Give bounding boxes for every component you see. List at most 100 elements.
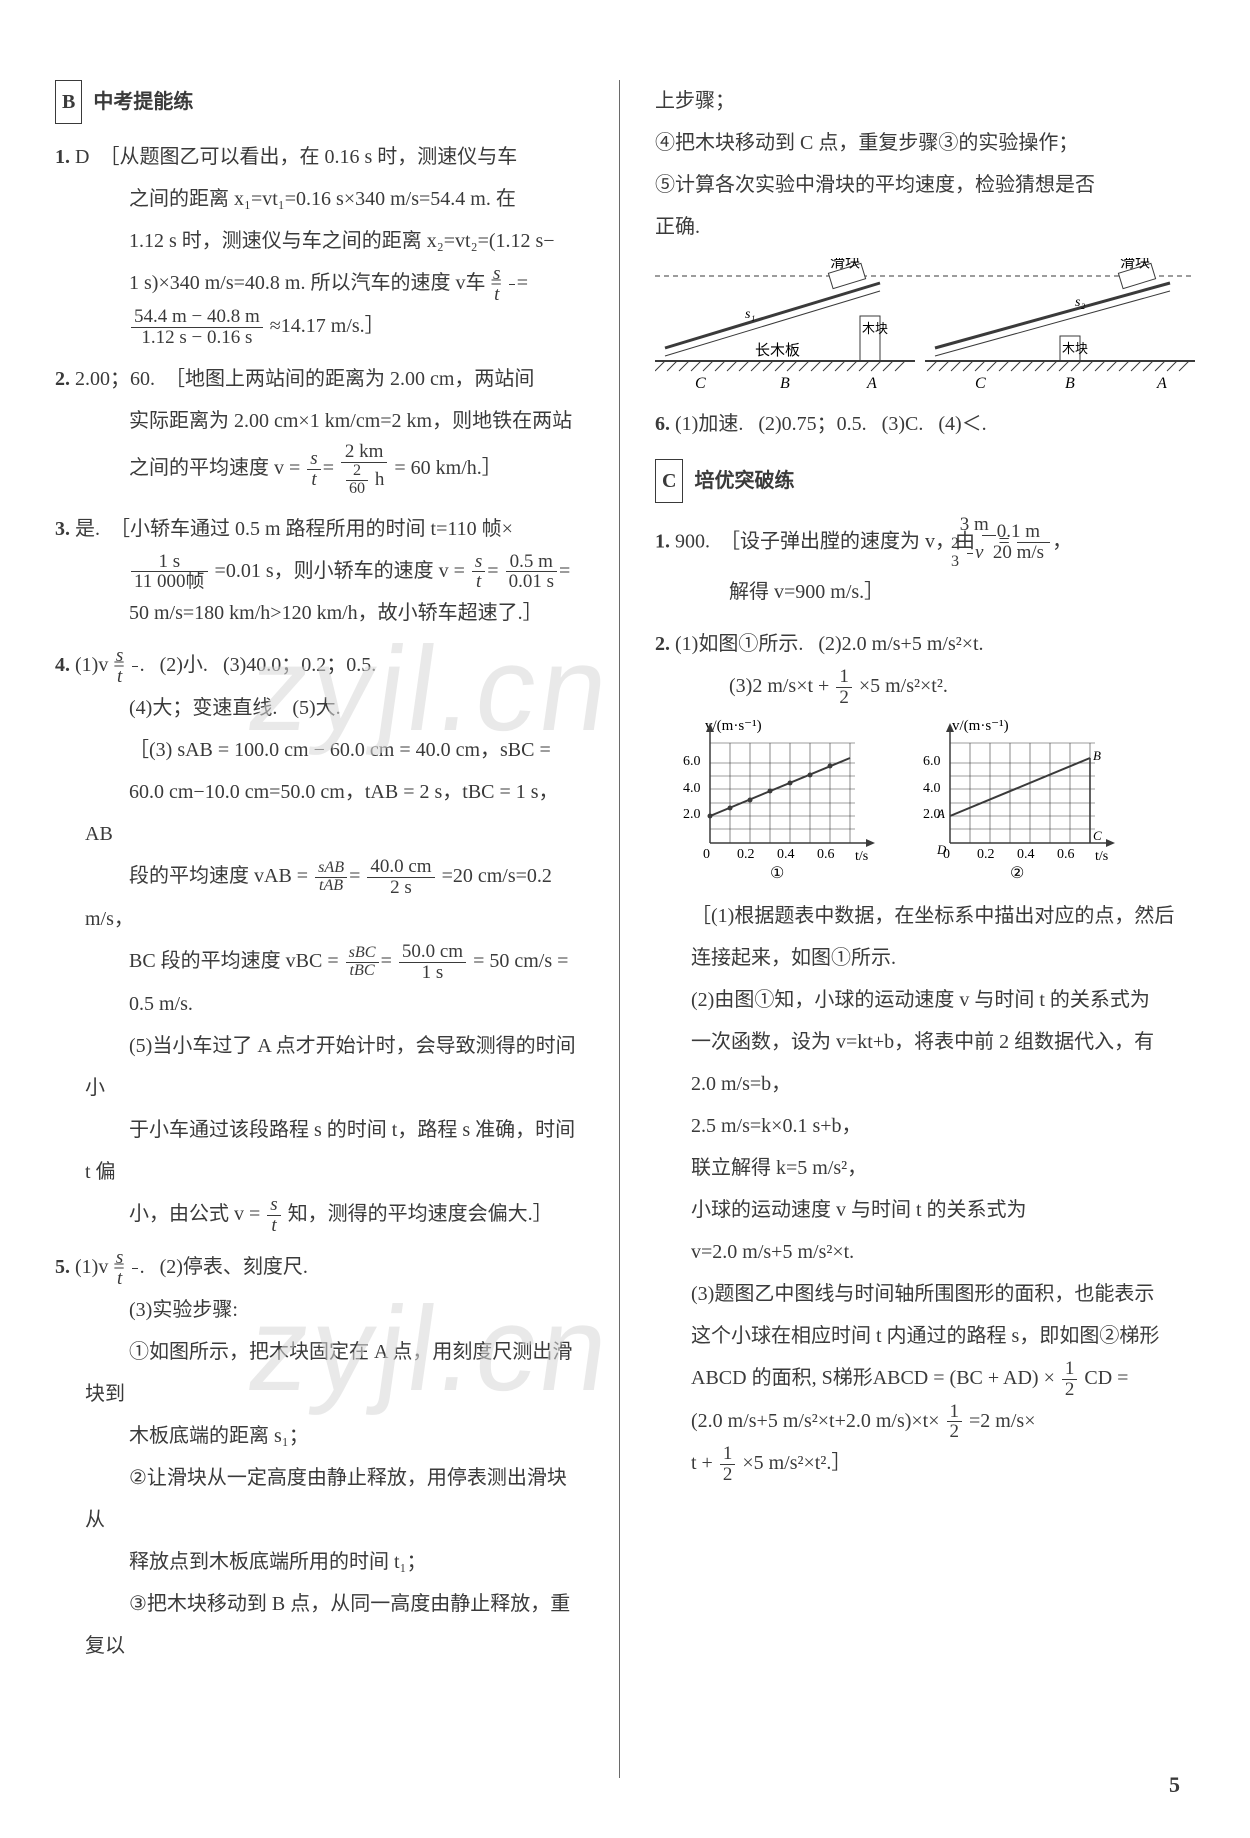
text: 于小车通过该段路程 s 的时间 t，路程 s 准确，时间 t 偏 — [85, 1119, 575, 1183]
denom: 2 — [720, 1465, 736, 1485]
pointC: C — [1093, 828, 1102, 843]
question-6: 6. (1)加速. (2)0.75；0.5. (3)C. (4)＜. — [655, 403, 1195, 445]
xtick: 0.4 — [777, 847, 795, 862]
numer: s — [307, 449, 320, 470]
denom: 20 m/s — [1017, 543, 1050, 563]
denom: 1 s — [399, 963, 466, 983]
numer: 40.0 cm — [367, 857, 434, 878]
c2-explanation: ［(1)根据题表中数据，在坐标系中描出对应的点，然后 连接起来，如图①所示. (… — [655, 895, 1195, 1486]
fraction: s t — [267, 1195, 280, 1236]
text: (4)大；变速直线. — [85, 697, 277, 719]
denom: 2 60 h — [341, 463, 387, 498]
origin: 0 — [943, 847, 950, 862]
question-3: 3. 是. ［小轿车通过 0.5 m 路程所用的时间 t=110 帧× 1 s … — [55, 508, 584, 635]
text: (2)小. — [160, 654, 208, 676]
section-letter-box: C — [655, 459, 683, 503]
denom: t — [132, 667, 138, 687]
fraction: 0.1 m 20 m/s — [1017, 522, 1050, 563]
fraction: 2 60 — [346, 463, 368, 498]
answer: 900. — [675, 531, 710, 553]
ytick: 2.0 — [683, 807, 701, 822]
q-number: 5. — [55, 1256, 70, 1278]
q-number: 2. — [55, 368, 70, 390]
answer: D — [75, 146, 89, 168]
text: 0.5 m/s. — [85, 993, 193, 1015]
section-b-header: B 中考提能练 — [55, 80, 584, 124]
label: A — [1156, 375, 1167, 392]
text: ≈14.17 m/s.］ — [270, 315, 385, 337]
text: 小，由公式 v = — [129, 1203, 260, 1225]
section-title-text: 培优突破练 — [694, 470, 794, 492]
denom: tAB — [315, 878, 347, 895]
pointB: B — [1093, 748, 1101, 763]
ytick: 4.0 — [923, 781, 941, 796]
fraction: 2 3 — [967, 536, 973, 571]
text: (2)由图①知，小球的运动速度 v 与时间 t 的关系式为 — [691, 989, 1150, 1011]
label: s₁ — [745, 307, 755, 322]
denom: 2 s — [367, 878, 434, 898]
text: (2)停表、刻度尺. — [160, 1256, 308, 1278]
text: (5)当小车过了 A 点才开始计时，会导致测得的时间小 — [85, 1035, 576, 1099]
fraction: s t — [509, 264, 515, 305]
numer: 2 — [346, 463, 368, 481]
text: v — [975, 542, 983, 563]
numer: 1 — [720, 1444, 736, 1465]
text: 小，由公式 v = s t 知，测得的平均速度会偏大.］ — [85, 1203, 553, 1225]
text: (3)实验步骤: — [85, 1299, 238, 1321]
text: ⑤计算各次实验中滑块的平均速度，检验猜想是否 — [655, 174, 1095, 196]
label: 木块 — [862, 321, 888, 336]
ytick: 4.0 — [683, 781, 701, 796]
label: C — [975, 375, 986, 392]
denom: t — [472, 572, 485, 592]
text: 2.5 m/s=k×0.1 s+b， — [691, 1115, 862, 1137]
section-c-header: C 培优突破练 — [655, 459, 1195, 503]
denom: 0.01 s — [506, 572, 557, 592]
text: = 60 km/h.］ — [394, 457, 501, 479]
numer: 0.5 m — [506, 552, 557, 573]
two-column-page: B 中考提能练 1. D ［从题图乙可以看出，在 0.16 s 时，测速仪与车 … — [55, 80, 1195, 1778]
label: A — [866, 375, 877, 392]
text: (3)2 m/s×t + 1 2 ×5 m/s²×t². — [685, 675, 948, 697]
xlabel: t/s — [855, 849, 868, 864]
fraction: 54.4 m − 40.8 m 1.12 s − 0.16 s — [131, 307, 263, 348]
q-number: 4. — [55, 654, 70, 676]
fraction: 1 s 11 000帧 — [131, 552, 208, 593]
text: ［从题图乙可以看出，在 0.16 s 时，测速仪与车 — [99, 146, 517, 168]
text: ［(1)根据题表中数据，在坐标系中描出对应的点，然后 — [691, 905, 1174, 927]
numer: 0.1 m — [1017, 522, 1050, 543]
text: (4)＜. — [938, 413, 986, 435]
left-column: B 中考提能练 1. D ［从题图乙可以看出，在 0.16 s 时，测速仪与车 … — [55, 80, 584, 1778]
graph-label: ① — [770, 865, 784, 882]
ylabel: v/(m·s⁻¹) — [952, 718, 1009, 734]
denom: 2 — [836, 688, 852, 708]
text: 上步骤； — [655, 90, 735, 112]
xtick: 0.4 — [1017, 847, 1035, 862]
xtick: 0.2 — [977, 847, 995, 862]
text: 实际距离为 2.00 cm×1 km/cm=2 km，则地铁在两站 — [85, 410, 572, 432]
text: (3)题图乙中图线与时间轴所围图形的面积，也能表示 — [691, 1283, 1154, 1305]
text: ［小轿车通过 0.5 m 路程所用的时间 t=110 帧× — [110, 518, 513, 540]
q-number: 3. — [55, 518, 70, 540]
denom: 11 000帧 — [131, 572, 208, 592]
text: 之间的距离 x₁=vt₁=0.16 s×340 m/s=54.4 m. 在 — [85, 188, 516, 210]
label: B — [1065, 375, 1075, 392]
fraction: 2 km 2 60 h — [341, 442, 387, 498]
fraction: 0.5 m 0.01 s — [506, 552, 557, 593]
label: B — [780, 375, 790, 392]
text: (2)2.0 m/s+5 m/s²×t. — [818, 633, 983, 655]
label: s₂ — [1075, 295, 1085, 310]
label: 滑块 — [830, 258, 860, 271]
text: 1 s 11 000帧 =0.01 s，则小轿车的速度 v = s t = 0.… — [85, 560, 570, 582]
text: 知，测得的平均速度会偏大.］ — [288, 1203, 553, 1225]
text: CD = — [1084, 1367, 1128, 1389]
question-c2: 2. (1)如图①所示. (2)2.0 m/s+5 m/s²×t. (3)2 m… — [655, 623, 1195, 708]
text: ④把木块移动到 C 点，重复步骤③的实验操作； — [655, 132, 1078, 154]
numer: 2 km — [341, 442, 387, 463]
denom: 60 — [346, 481, 368, 498]
text: t + — [691, 1452, 713, 1474]
text: BC 段的平均速度 vBC = — [129, 950, 339, 972]
text: BC 段的平均速度 vBC = sBC tBC = 50.0 cm 1 s = … — [85, 950, 568, 972]
text: h — [370, 468, 384, 489]
fraction: 1 2 — [720, 1444, 736, 1485]
question-4: 4. (1)v = s t . (2)小. (3)40.0；0.2；0.5. (… — [55, 644, 584, 1235]
